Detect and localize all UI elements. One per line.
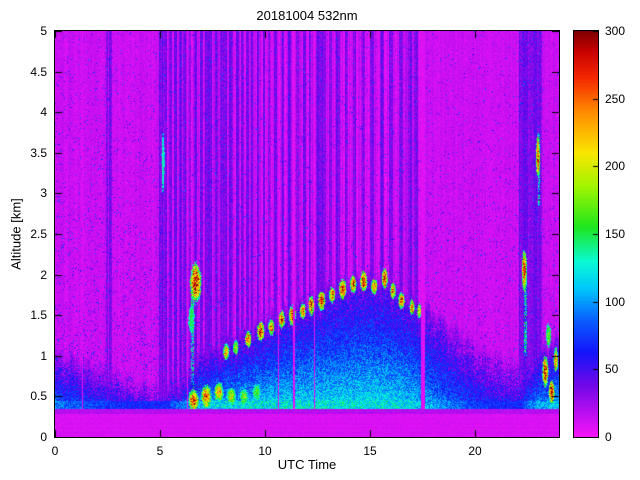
heatmap-canvas xyxy=(55,31,559,437)
x-tick-label: 10 xyxy=(258,444,272,458)
y-tick-label: 1 xyxy=(40,348,47,363)
x-axis-label: UTC Time xyxy=(277,457,337,472)
colorbar-tick-label: 300 xyxy=(605,24,626,38)
y-axis-label: Altitude [km] xyxy=(8,198,24,270)
y-tick-label: 1.5 xyxy=(30,308,47,323)
colorbar-canvas xyxy=(574,31,598,437)
plot-area xyxy=(54,30,560,438)
colorbar xyxy=(573,30,599,438)
y-tick-label: 3.5 xyxy=(30,145,47,160)
y-tick-label: 2.5 xyxy=(30,227,47,241)
x-tick-label: 20 xyxy=(468,444,482,458)
y-tick-label: 4.5 xyxy=(30,64,47,79)
colorbar-tick-label: 0 xyxy=(605,430,612,444)
y-tick-label: 0 xyxy=(40,430,47,444)
colorbar-tick-label: 50 xyxy=(605,362,619,377)
y-tick-label: 2 xyxy=(40,267,47,282)
y-tick-label: 3 xyxy=(40,186,47,201)
x-tick-label: 5 xyxy=(156,444,164,458)
plot-title: 20181004 532nm xyxy=(256,8,358,23)
colorbar-tick-label: 150 xyxy=(605,227,626,241)
x-tick-label: 15 xyxy=(363,444,377,458)
colorbar-tick-label: 100 xyxy=(605,294,626,309)
y-tick-label: 0.5 xyxy=(30,389,47,404)
y-tick-label: 5 xyxy=(40,24,47,38)
colorbar-tick-label: 200 xyxy=(605,159,626,174)
colorbar-tick-label: 250 xyxy=(605,91,626,106)
x-tick-label: 0 xyxy=(51,444,59,458)
y-tick-label: 4 xyxy=(40,105,47,120)
